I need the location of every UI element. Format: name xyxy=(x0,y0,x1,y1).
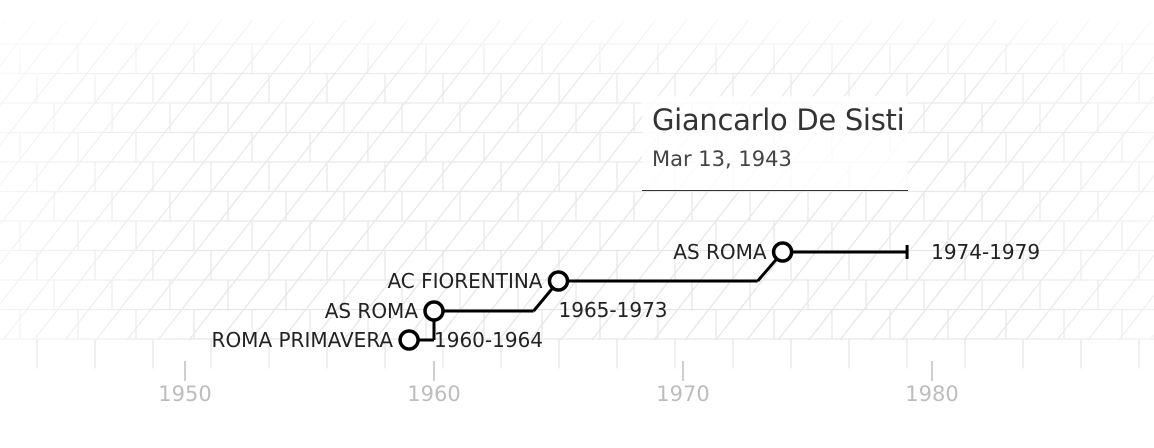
stint-start-marker xyxy=(398,329,420,351)
x-tick-label: 1980 xyxy=(905,382,958,406)
stint-start-marker xyxy=(771,241,794,263)
club-label: AS ROMA xyxy=(325,299,419,323)
x-axis: 1950 1960 1970 1980 xyxy=(158,361,959,406)
period-label: 1965-1973 xyxy=(559,298,668,322)
stint-start-marker xyxy=(423,300,445,322)
period-label: 1974-1979 xyxy=(931,240,1040,264)
x-tick-label: 1960 xyxy=(407,382,460,406)
birth-date: Mar 13, 1943 xyxy=(652,147,792,171)
grid-fade xyxy=(0,0,1154,340)
player-card: Giancarlo De Sisti Mar 13, 1943 xyxy=(642,96,908,191)
x-tick-label: 1950 xyxy=(158,382,211,406)
career-path xyxy=(398,241,909,351)
period-label: 1960-1964 xyxy=(434,328,543,352)
stint-start-marker xyxy=(547,270,570,292)
club-label: ROMA PRIMAVERA xyxy=(212,328,394,352)
club-label: AS ROMA xyxy=(673,240,767,264)
club-label: AC FIORENTINA xyxy=(387,269,542,293)
x-tick-label: 1970 xyxy=(656,382,709,406)
career-labels: ROMA PRIMAVERA AS ROMA 1960-1964 AC FIORENT… xyxy=(212,240,1041,352)
player-name: Giancarlo De Sisti xyxy=(652,103,905,137)
